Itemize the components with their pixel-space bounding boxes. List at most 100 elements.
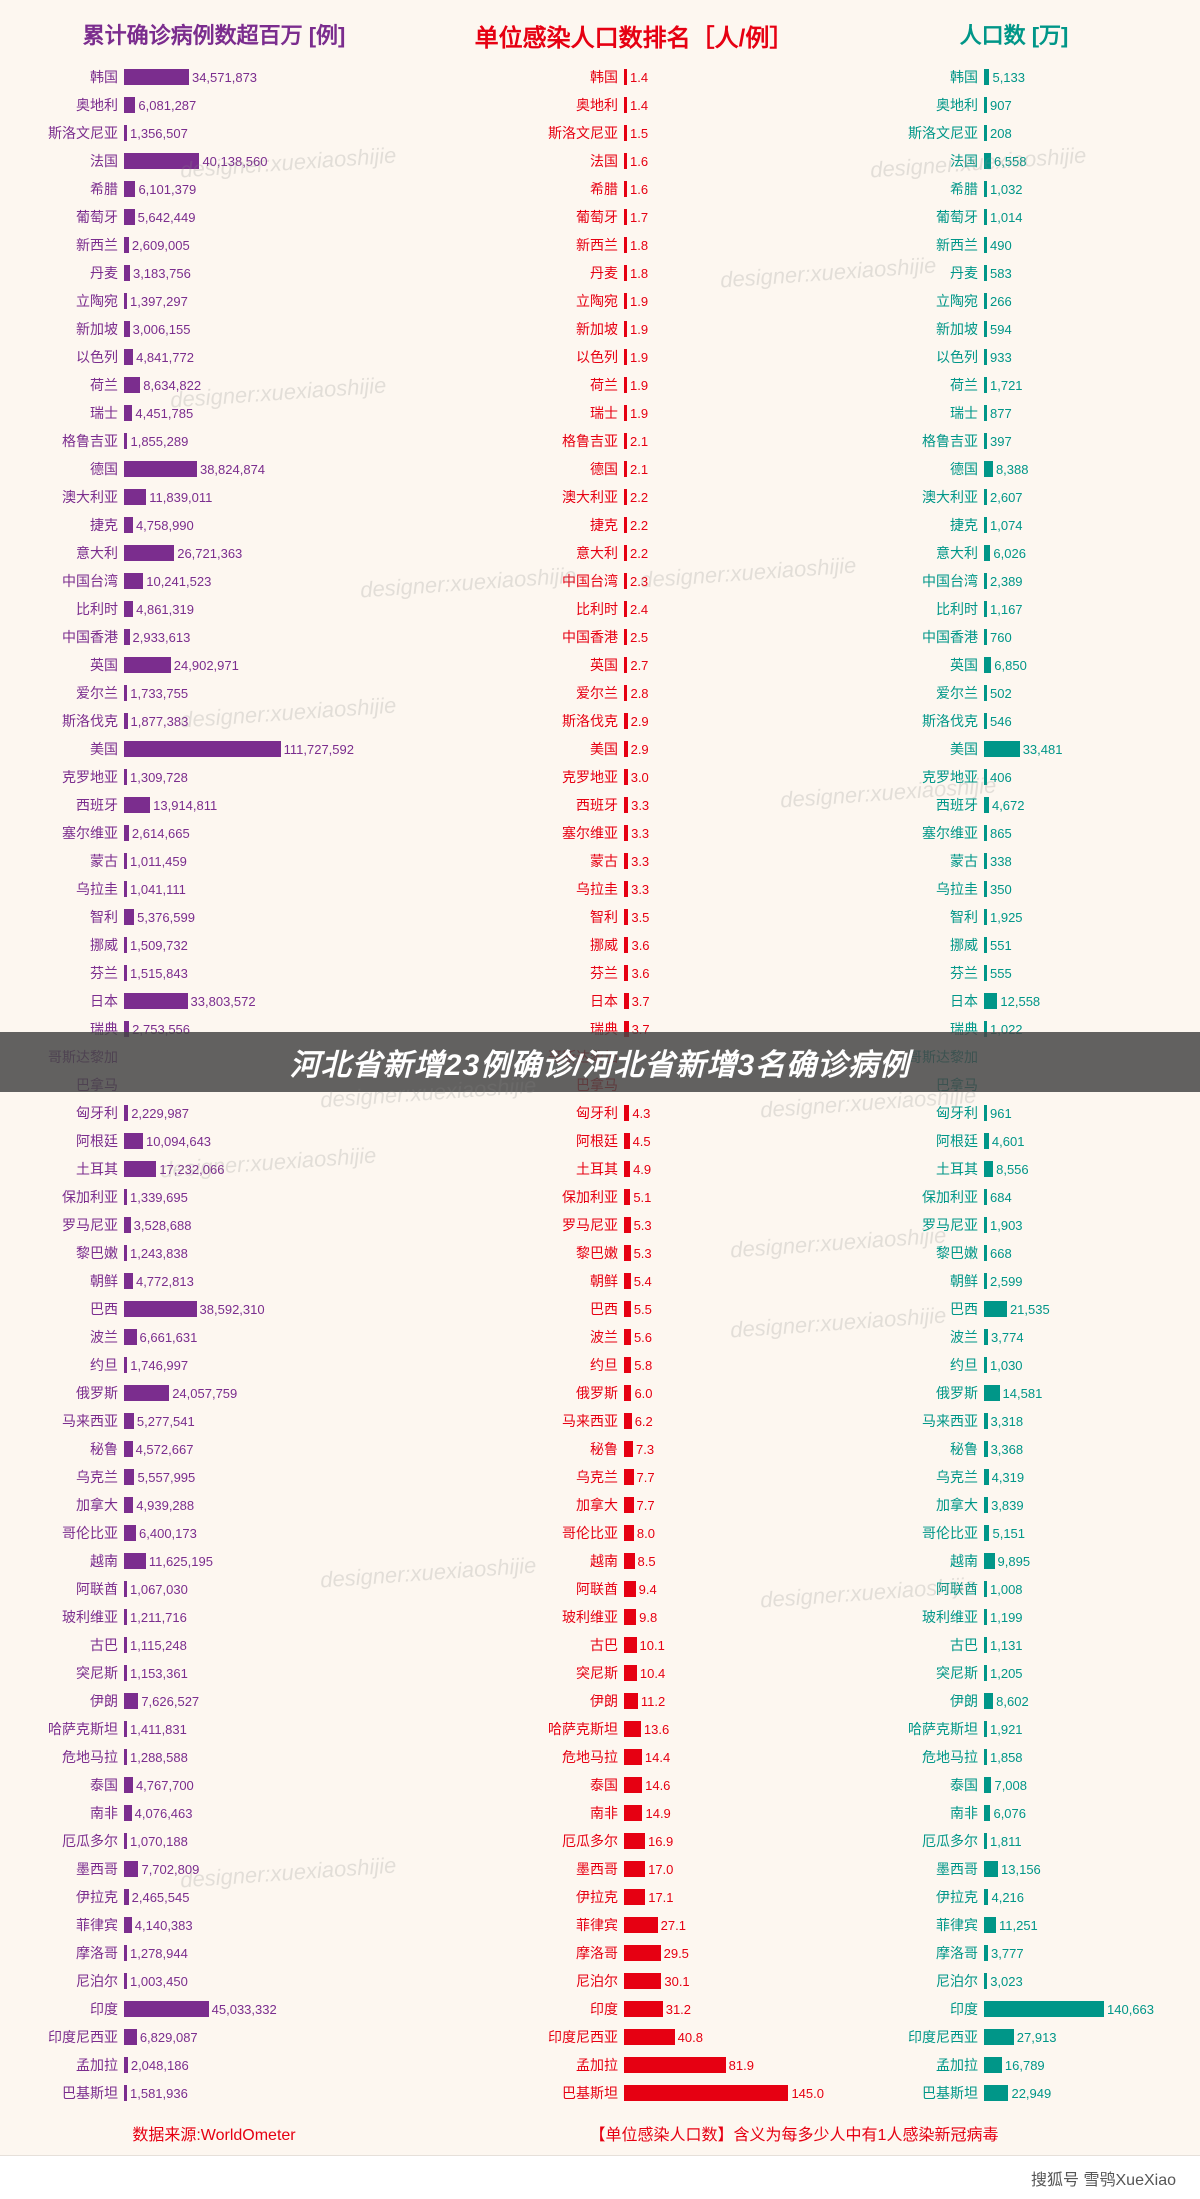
country-label-ratio: 巴拿马	[444, 1075, 624, 1095]
country-label-ratio: 哥斯达黎加	[444, 1047, 624, 1067]
table-row: 厄瓜多尔1,070,188厄瓜多尔16.9厄瓜多尔1,811	[14, 1827, 1186, 1855]
bar-ratio	[624, 1945, 661, 1961]
footer: 数据来源:WorldOmeter 【单位感染人口数】含义为每多少人中有1人感染新…	[14, 2121, 1186, 2145]
bar-ratio	[624, 1749, 642, 1765]
country-label-ratio: 阿根廷	[444, 1131, 624, 1151]
value-ratio: 2.3	[627, 574, 648, 589]
country-label-pop: 巴拿马	[854, 1075, 984, 1095]
value-cases: 2,465,545	[129, 1890, 190, 1905]
country-label-ratio: 哈萨克斯坦	[444, 1719, 624, 1739]
country-label-cases: 菲律宾	[14, 1915, 124, 1935]
value-ratio: 145.0	[788, 2086, 824, 2101]
country-label-ratio: 丹麦	[444, 263, 624, 283]
value-cases: 7,702,809	[138, 1862, 199, 1877]
country-label-ratio: 墨西哥	[444, 1859, 624, 1879]
country-label-cases: 秘鲁	[14, 1439, 124, 1459]
value-cases: 34,571,873	[189, 70, 257, 85]
bar-ratio	[624, 1553, 635, 1569]
value-pop: 1,811	[987, 1834, 1022, 1849]
value-pop: 397	[987, 434, 1012, 449]
value-ratio: 1.9	[627, 322, 648, 337]
value-pop: 266	[987, 294, 1012, 309]
table-row: 巴西38,592,310巴西5.5巴西21,535	[14, 1295, 1186, 1323]
value-pop: 3,368	[988, 1442, 1024, 1457]
header-cases: 累计确诊病例数超百万 [例]	[14, 18, 414, 53]
value-ratio: 5.1	[630, 1190, 651, 1205]
bar-cases	[124, 601, 133, 617]
value-ratio: 40.8	[675, 2030, 703, 2045]
country-label-cases: 巴基斯坦	[14, 2083, 124, 2103]
country-label-pop: 古巴	[854, 1635, 984, 1655]
value-ratio: 1.4	[627, 70, 648, 85]
bar-ratio	[624, 1721, 641, 1737]
value-pop: 4,216	[988, 1890, 1024, 1905]
value-pop: 1,167	[987, 602, 1023, 617]
value-pop: 6,076	[990, 1806, 1026, 1821]
bar-ratio	[624, 1469, 634, 1485]
value-cases: 4,076,463	[132, 1806, 193, 1821]
table-row: 尼泊尔1,003,450尼泊尔30.1尼泊尔3,023	[14, 1967, 1186, 1995]
country-label-cases: 中国香港	[14, 627, 124, 647]
value-pop: 8,556	[993, 1162, 1029, 1177]
footer-note: 【单位感染人口数】含义为每多少人中有1人感染新冠病毒	[414, 2121, 1174, 2145]
value-cases: 1,515,843	[127, 966, 188, 981]
bar-cases	[124, 1861, 138, 1877]
country-label-ratio: 奥地利	[444, 95, 624, 115]
country-label-pop: 丹麦	[854, 263, 984, 283]
value-ratio: 10.1	[637, 1638, 665, 1653]
country-label-cases: 哥斯达黎加	[14, 1047, 124, 1067]
bar-cases	[124, 489, 146, 505]
country-label-pop: 南非	[854, 1803, 984, 1823]
table-row: 古巴1,115,248古巴10.1古巴1,131	[14, 1631, 1186, 1659]
value-cases: 1,070,188	[127, 1834, 188, 1849]
table-row: 马来西亚5,277,541马来西亚6.2马来西亚3,318	[14, 1407, 1186, 1435]
bar-ratio	[624, 1777, 642, 1793]
value-cases: 6,101,379	[135, 182, 196, 197]
country-label-ratio: 比利时	[444, 599, 624, 619]
country-label-ratio: 西班牙	[444, 795, 624, 815]
bar-pop	[984, 2029, 1014, 2045]
bar-pop	[984, 1693, 993, 1709]
country-label-pop: 伊朗	[854, 1691, 984, 1711]
value-ratio: 2.1	[627, 462, 648, 477]
country-label-pop: 哈萨克斯坦	[854, 1719, 984, 1739]
value-ratio: 7.3	[633, 1442, 654, 1457]
country-label-ratio: 波兰	[444, 1327, 624, 1347]
country-label-pop: 蒙古	[854, 851, 984, 871]
country-label-pop: 巴基斯坦	[854, 2083, 984, 2103]
table-row: 摩洛哥1,278,944摩洛哥29.5摩洛哥3,777	[14, 1939, 1186, 1967]
value-cases: 1,003,450	[127, 1974, 188, 1989]
country-label-cases: 斯洛伐克	[14, 711, 124, 731]
country-label-ratio: 越南	[444, 1551, 624, 1571]
country-label-cases: 荷兰	[14, 375, 124, 395]
country-label-cases: 丹麦	[14, 263, 124, 283]
bar-ratio	[624, 1217, 631, 1233]
country-label-ratio: 法国	[444, 151, 624, 171]
country-label-pop: 摩洛哥	[854, 1943, 984, 1963]
country-label-pop: 土耳其	[854, 1159, 984, 1179]
country-label-cases: 哥伦比亚	[14, 1523, 124, 1543]
bar-cases	[124, 1161, 156, 1177]
country-label-cases: 匈牙利	[14, 1103, 124, 1123]
value-pop: 16,789	[1002, 2058, 1045, 2073]
value-cases: 6,081,287	[135, 98, 196, 113]
value-pop: 13,156	[998, 1862, 1041, 1877]
country-label-pop: 秘鲁	[854, 1439, 984, 1459]
value-cases: 4,140,383	[132, 1918, 193, 1933]
bar-ratio	[624, 1525, 634, 1541]
country-label-cases: 新西兰	[14, 235, 124, 255]
table-row: 荷兰8,634,822荷兰1.9荷兰1,721	[14, 371, 1186, 399]
table-row: 玻利维亚1,211,716玻利维亚9.8玻利维亚1,199	[14, 1603, 1186, 1631]
country-label-cases: 罗马尼亚	[14, 1215, 124, 1235]
country-label-cases: 法国	[14, 151, 124, 171]
value-ratio: 7.7	[634, 1470, 655, 1485]
value-ratio: 2.1	[627, 434, 648, 449]
bar-cases	[124, 2001, 209, 2017]
value-ratio: 31.2	[663, 2002, 691, 2017]
country-label-pop: 尼泊尔	[854, 1971, 984, 1991]
table-row: 西班牙13,914,811西班牙3.3西班牙4,672	[14, 791, 1186, 819]
value-cases: 1,877,383	[128, 714, 189, 729]
bar-cases	[124, 909, 134, 925]
country-label-cases: 挪威	[14, 935, 124, 955]
country-label-pop: 突尼斯	[854, 1663, 984, 1683]
